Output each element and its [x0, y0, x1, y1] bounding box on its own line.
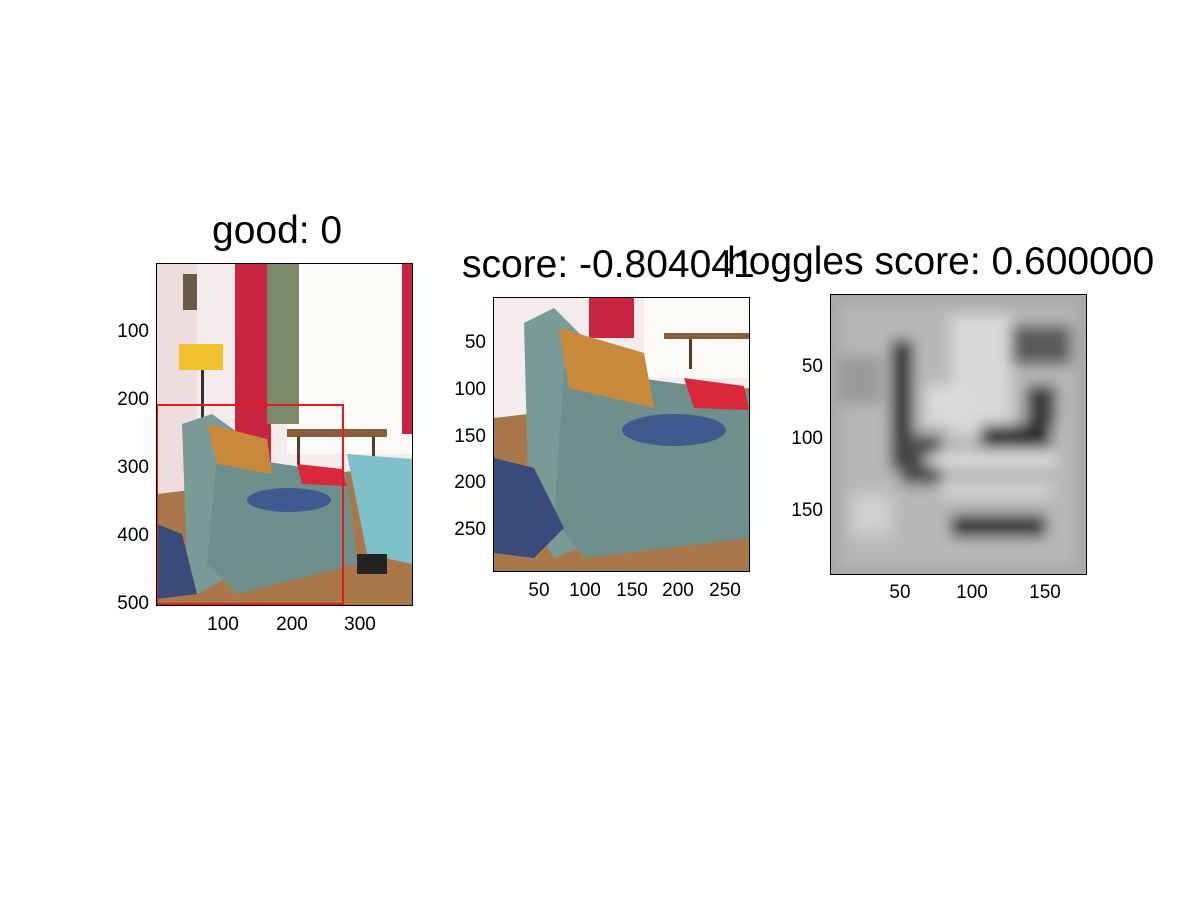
- room-photo-crop: [494, 298, 749, 571]
- panel-3-xtick: 50: [889, 582, 911, 603]
- panel-3-image-axes: [830, 294, 1087, 575]
- panel-1-ytick: 100: [117, 321, 149, 342]
- panel-2-xtick: 50: [528, 580, 550, 601]
- panel-3-ytick: 150: [791, 500, 823, 521]
- panel-1-ytick: 200: [117, 389, 149, 410]
- hoggles-visualization: [831, 295, 1086, 574]
- panel-1-xtick: 100: [207, 614, 239, 635]
- panel-2-image-axes: [493, 297, 750, 572]
- panel-3-xtick: 150: [1029, 582, 1061, 603]
- panel-2-xtick: 150: [616, 580, 648, 601]
- room-photo-full: [157, 264, 412, 605]
- panel-3-title: hoggles score: 0.600000: [727, 240, 1155, 283]
- panel-1-ytick: 400: [117, 525, 149, 546]
- panel-1-ytick: 500: [117, 593, 149, 614]
- panel-3-ytick: 100: [791, 428, 823, 449]
- panel-1-ytick: 300: [117, 457, 149, 478]
- panel-3-ytick: 50: [801, 356, 823, 377]
- panel-2-ytick: 100: [454, 379, 486, 400]
- bounding-box: [157, 404, 344, 605]
- panel-2-xtick: 250: [709, 580, 741, 601]
- panel-2-ytick: 200: [454, 472, 486, 493]
- panel-1-image-axes: [156, 263, 413, 606]
- panel-2-title: score: -0.804041: [462, 243, 755, 286]
- panel-2-xtick: 200: [662, 580, 694, 601]
- panel-1-title: good: 0: [212, 209, 343, 252]
- panel-3-xtick: 100: [956, 582, 988, 603]
- panel-2-ytick: 50: [464, 332, 486, 353]
- panel-2-ytick: 150: [454, 426, 486, 447]
- panel-1-xtick: 200: [276, 614, 308, 635]
- panel-2-ytick: 250: [454, 519, 486, 540]
- panel-2-xtick: 100: [569, 580, 601, 601]
- panel-1-xtick: 300: [344, 614, 376, 635]
